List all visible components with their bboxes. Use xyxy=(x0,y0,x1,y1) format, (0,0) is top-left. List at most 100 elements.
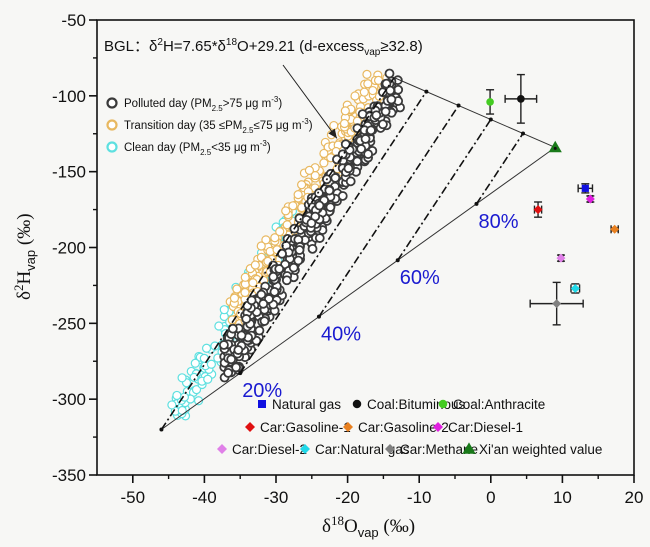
data-point xyxy=(363,149,374,160)
legend-item-car-diesel-2: Car:Diesel-2 xyxy=(217,442,307,457)
data-point xyxy=(368,85,378,96)
legend-label: Natural gas xyxy=(272,397,341,412)
mixing-node xyxy=(316,314,321,319)
data-point xyxy=(314,233,325,243)
source-marker xyxy=(533,205,543,215)
source-coal-anthracite xyxy=(486,89,495,115)
legend-label: Xi'an weighted value xyxy=(479,442,602,457)
y-axis-title: δ2Hvap (‰) xyxy=(11,213,38,300)
mixing-node xyxy=(395,258,400,263)
y-tick-label: -100 xyxy=(52,87,86,106)
data-point xyxy=(307,243,318,254)
source-marker xyxy=(486,98,494,106)
data-point xyxy=(241,314,252,324)
data-point xyxy=(233,345,244,355)
fraction-label: 40% xyxy=(321,324,361,346)
legend-marker-icon xyxy=(217,444,227,454)
data-point xyxy=(352,156,363,167)
data-point xyxy=(319,158,329,168)
data-point xyxy=(288,201,298,211)
observation-points xyxy=(167,68,405,421)
data-point xyxy=(240,287,250,298)
data-point xyxy=(288,262,299,273)
mixing-node xyxy=(488,117,493,122)
data-point xyxy=(214,321,224,331)
data-point xyxy=(356,144,367,154)
legend-marker-icon xyxy=(462,442,476,454)
legend-label: Clean day (PM2.5<35 μg m-3) xyxy=(124,139,271,157)
data-point xyxy=(269,286,280,297)
legend-marker-icon xyxy=(300,444,310,454)
data-point xyxy=(281,206,291,216)
data-point xyxy=(258,298,269,309)
data-point xyxy=(191,385,202,395)
data-point xyxy=(359,87,369,97)
source-marker xyxy=(610,224,620,234)
mixing-node xyxy=(424,89,429,94)
mixing-line-40% xyxy=(318,105,460,318)
legend-marker-icon xyxy=(352,399,362,409)
legend-label: Car:Gasoline-2 xyxy=(358,420,449,435)
data-point xyxy=(378,119,388,130)
x-tick-label: -30 xyxy=(264,488,289,507)
data-point xyxy=(371,110,382,121)
mixing-node xyxy=(238,371,243,376)
legend-marker-icon xyxy=(433,422,443,432)
source-car-diesel-2 xyxy=(556,253,566,263)
y-tick-label: -350 xyxy=(52,466,86,485)
data-point xyxy=(203,374,213,384)
data-point xyxy=(201,343,212,353)
data-point xyxy=(270,233,280,243)
fraction-label: 80% xyxy=(478,211,518,233)
data-point xyxy=(177,373,187,383)
data-point xyxy=(384,68,395,79)
data-point xyxy=(261,235,271,245)
x-axis-title: δ18Ovap (‰) xyxy=(322,513,415,540)
data-point xyxy=(275,227,285,237)
data-point xyxy=(343,163,354,174)
mixing-node xyxy=(456,103,461,108)
mixing-node xyxy=(521,131,526,136)
legend-marker-icon xyxy=(258,400,266,408)
legend-label: Car:Methane xyxy=(400,442,478,457)
mixing-node xyxy=(474,201,479,206)
x-tick-label: 10 xyxy=(553,488,572,507)
source-car-diesel-1 xyxy=(585,194,595,204)
fraction-labels: 20% 40% 60% 80% xyxy=(242,211,519,402)
data-point xyxy=(226,354,237,365)
legend-item-car-gasoline-2: Car:Gasoline-2 xyxy=(343,420,449,435)
mixing-lines xyxy=(159,77,556,432)
source-car-natural-gas xyxy=(570,283,581,294)
data-point xyxy=(219,340,229,350)
legend-label: Car:Natural gas xyxy=(315,442,410,457)
y-tick-label: -250 xyxy=(52,314,86,333)
legend-item-xi-an-weighted-value: Xi'an weighted value xyxy=(462,442,602,457)
source-xi-an-weighted-value xyxy=(548,140,562,153)
fraction-label: 20% xyxy=(242,380,282,402)
data-point xyxy=(329,120,339,131)
fraction-label: 60% xyxy=(400,267,440,289)
data-point xyxy=(325,202,336,213)
mixing-line-upper xyxy=(393,77,556,148)
data-point xyxy=(306,218,317,229)
y-tick-label: -300 xyxy=(52,390,86,409)
data-point xyxy=(232,284,242,294)
annotation-arrowhead xyxy=(328,128,337,139)
data-point xyxy=(313,188,324,198)
source-marker xyxy=(552,299,562,309)
data-point xyxy=(189,372,199,382)
axes: -50 -40 -30 -20 -10 0 10 20-50-100-150-200-250-… xyxy=(52,11,643,507)
y-tick-label: -150 xyxy=(52,163,86,182)
y-tick-label: -50 xyxy=(61,11,86,30)
data-point xyxy=(337,149,348,160)
data-point xyxy=(259,316,270,326)
data-point xyxy=(330,173,341,183)
legend-label: Car:Diesel-2 xyxy=(232,442,307,457)
data-point xyxy=(210,341,220,351)
source-marker xyxy=(548,140,562,153)
legend-item-transition-day: Transition day (35 ≤PM2.5≤75 μg m-3) xyxy=(106,117,313,135)
data-point xyxy=(268,271,279,282)
source-car-gasoline-1 xyxy=(533,201,543,218)
data-point xyxy=(366,125,376,136)
